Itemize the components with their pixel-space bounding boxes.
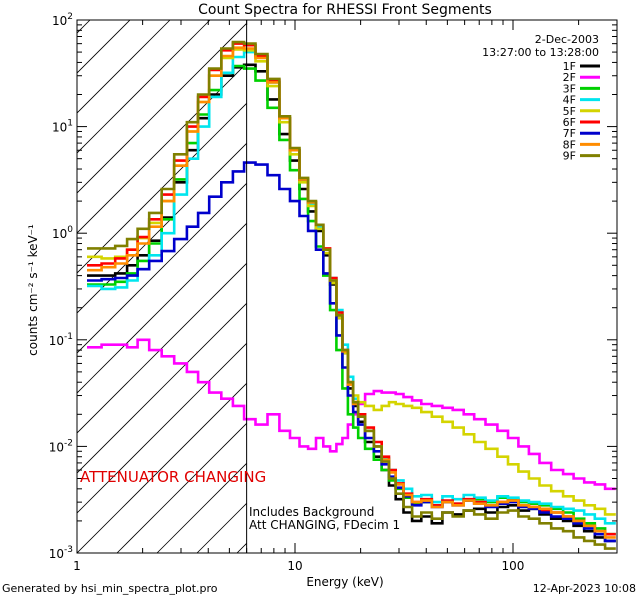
y-tick-label: 101 [52,119,73,135]
x-tick-label: 100 [502,559,525,573]
timestamp-label: 12-Apr-2023 10:08 [532,582,636,595]
hatch-line [77,20,171,114]
y-tick-label: 10-2 [49,438,73,454]
date-label: 2-Dec-2003 [535,33,599,46]
hatch-line [77,382,247,553]
generated-by-label: Generated by hsi_min_spectra_plot.pro [2,582,218,595]
hatch-line [77,102,247,274]
y-tick-label: 102 [52,12,73,28]
hatch-line [77,302,247,474]
series-5F [87,48,616,516]
legend-label-7F: 7F [563,127,576,140]
axis-ticks [76,20,618,554]
hatch-line [77,262,247,434]
background-annotation: Includes Background [249,505,374,519]
time-range-label: 13:27:00 to 13:28:00 [482,46,599,59]
hatch-line [77,20,211,154]
hatch-line [156,462,247,553]
hatch-line [116,422,247,553]
legend-label-6F: 6F [563,116,576,129]
series-lines [87,40,616,550]
legend-label-5F: 5F [563,105,576,118]
x-tick-label: 1 [73,559,81,573]
series-2F [87,338,616,491]
hatch-line [77,182,247,354]
attenuator-hatch-region [0,20,247,553]
y-tick-labels: 10-3 10-2 10-1 100 101 102 [49,12,74,561]
hatch-line [77,22,247,194]
x-axis-label: Energy (keV) [306,575,383,589]
y-tick-label: 100 [52,225,73,241]
att-status-annotation: Att CHANGING, FDecim 1 [249,518,400,532]
series-4F [87,50,616,525]
attenuator-annotation: ATTENUATOR CHANGING [80,468,266,486]
chart-title: Count Spectra for RHESSI Front Segments [198,2,492,18]
series-9F [87,40,616,550]
legend-label-1F: 1F [563,60,576,73]
legend-label-9F: 9F [563,150,576,163]
y-axis-label: counts cm⁻² s⁻¹ keV⁻¹ [26,224,40,356]
hatch-line [236,542,247,553]
x-tick-labels: 1 10 100 [73,559,524,573]
hatch-line [77,222,247,394]
hatch-line [77,342,247,514]
hatch-line [77,142,247,314]
legend-label-8F: 8F [563,138,576,151]
legend-label-2F: 2F [563,71,576,84]
legend-label-4F: 4F [563,94,576,107]
plot-frame [76,19,618,554]
y-tick-label: 10-1 [49,332,73,348]
series-6F [87,42,616,536]
x-tick-label: 10 [287,559,302,573]
hatch-line [77,62,247,234]
legend-label-3F: 3F [563,82,576,95]
hatch-line [0,20,50,553]
y-tick-label: 10-3 [49,545,73,561]
